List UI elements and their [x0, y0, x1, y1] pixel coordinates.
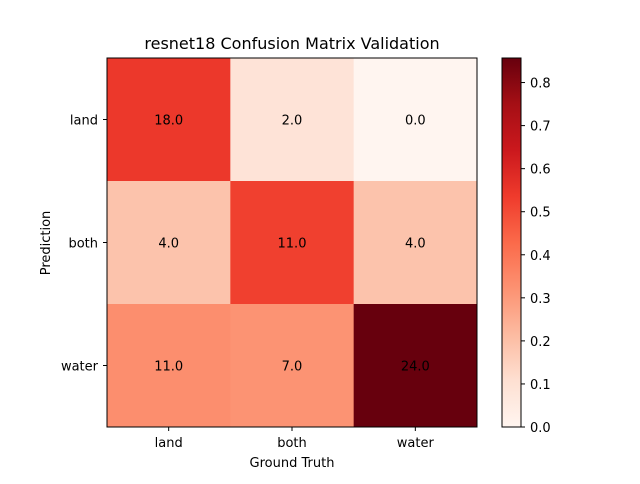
heatmap-cell-both-land [107, 181, 231, 305]
y-tick-label: water [61, 360, 99, 375]
cell-value-label: 4.0 [405, 237, 426, 252]
colorbar-ticks: 0.0 0.1 0.2 0.3 0.4 0.5 0.6 0.7 0.8 [521, 77, 551, 436]
heatmap-cell-land-land [107, 58, 231, 182]
colorbar [501, 57, 522, 428]
heatmap-cell-both-water [353, 181, 478, 305]
x-axis-ticks: land both water [155, 427, 435, 451]
y-tick-label: land [70, 114, 98, 129]
heatmap-cell-water-water [353, 304, 478, 428]
colorbar-tick-label: 0.6 [530, 163, 551, 178]
colorbar-tick-label: 0.3 [530, 292, 551, 307]
heatmap-cell-water-land [107, 304, 231, 428]
x-axis-label: Ground Truth [250, 456, 335, 471]
x-tick-label: land [155, 436, 183, 451]
colorbar-tick-label: 0.7 [530, 120, 551, 135]
cell-value-label: 11.0 [154, 360, 183, 375]
cell-value-label: 2.0 [282, 114, 303, 129]
cell-value-label: 0.0 [405, 114, 426, 129]
colorbar-tick-label: 0.1 [530, 378, 551, 393]
colorbar-tick-label: 0.8 [530, 77, 551, 92]
chart-title: resnet18 Confusion Matrix Validation [144, 34, 439, 53]
cell-value-label: 7.0 [282, 360, 303, 375]
heatmap-cell-water-both [230, 304, 355, 428]
x-tick-label: water [397, 436, 435, 451]
y-tick-label: both [68, 237, 98, 252]
cell-value-label: 4.0 [158, 237, 179, 252]
colorbar-tick-label: 0.5 [530, 206, 551, 221]
heatmap-cells [107, 58, 478, 428]
heatmap-cell-labels: 18.0 2.0 0.0 4.0 11.0 4.0 11.0 7.0 24.0 [154, 114, 430, 375]
heatmap-cell-both-both [230, 181, 355, 305]
cell-value-label: 24.0 [401, 360, 430, 375]
cell-value-label: 11.0 [278, 237, 307, 252]
colorbar-tick-label: 0.2 [530, 335, 551, 350]
y-axis-label: Prediction [39, 211, 54, 276]
cell-value-label: 18.0 [154, 114, 183, 129]
heatmap-cell-land-both [230, 58, 355, 182]
colorbar-tick-label: 0.4 [530, 249, 551, 264]
heatmap-cell-land-water [353, 58, 478, 182]
x-tick-label: both [277, 436, 307, 451]
y-axis-ticks: land both water [61, 114, 107, 375]
colorbar-tick-label: 0.0 [530, 421, 551, 436]
